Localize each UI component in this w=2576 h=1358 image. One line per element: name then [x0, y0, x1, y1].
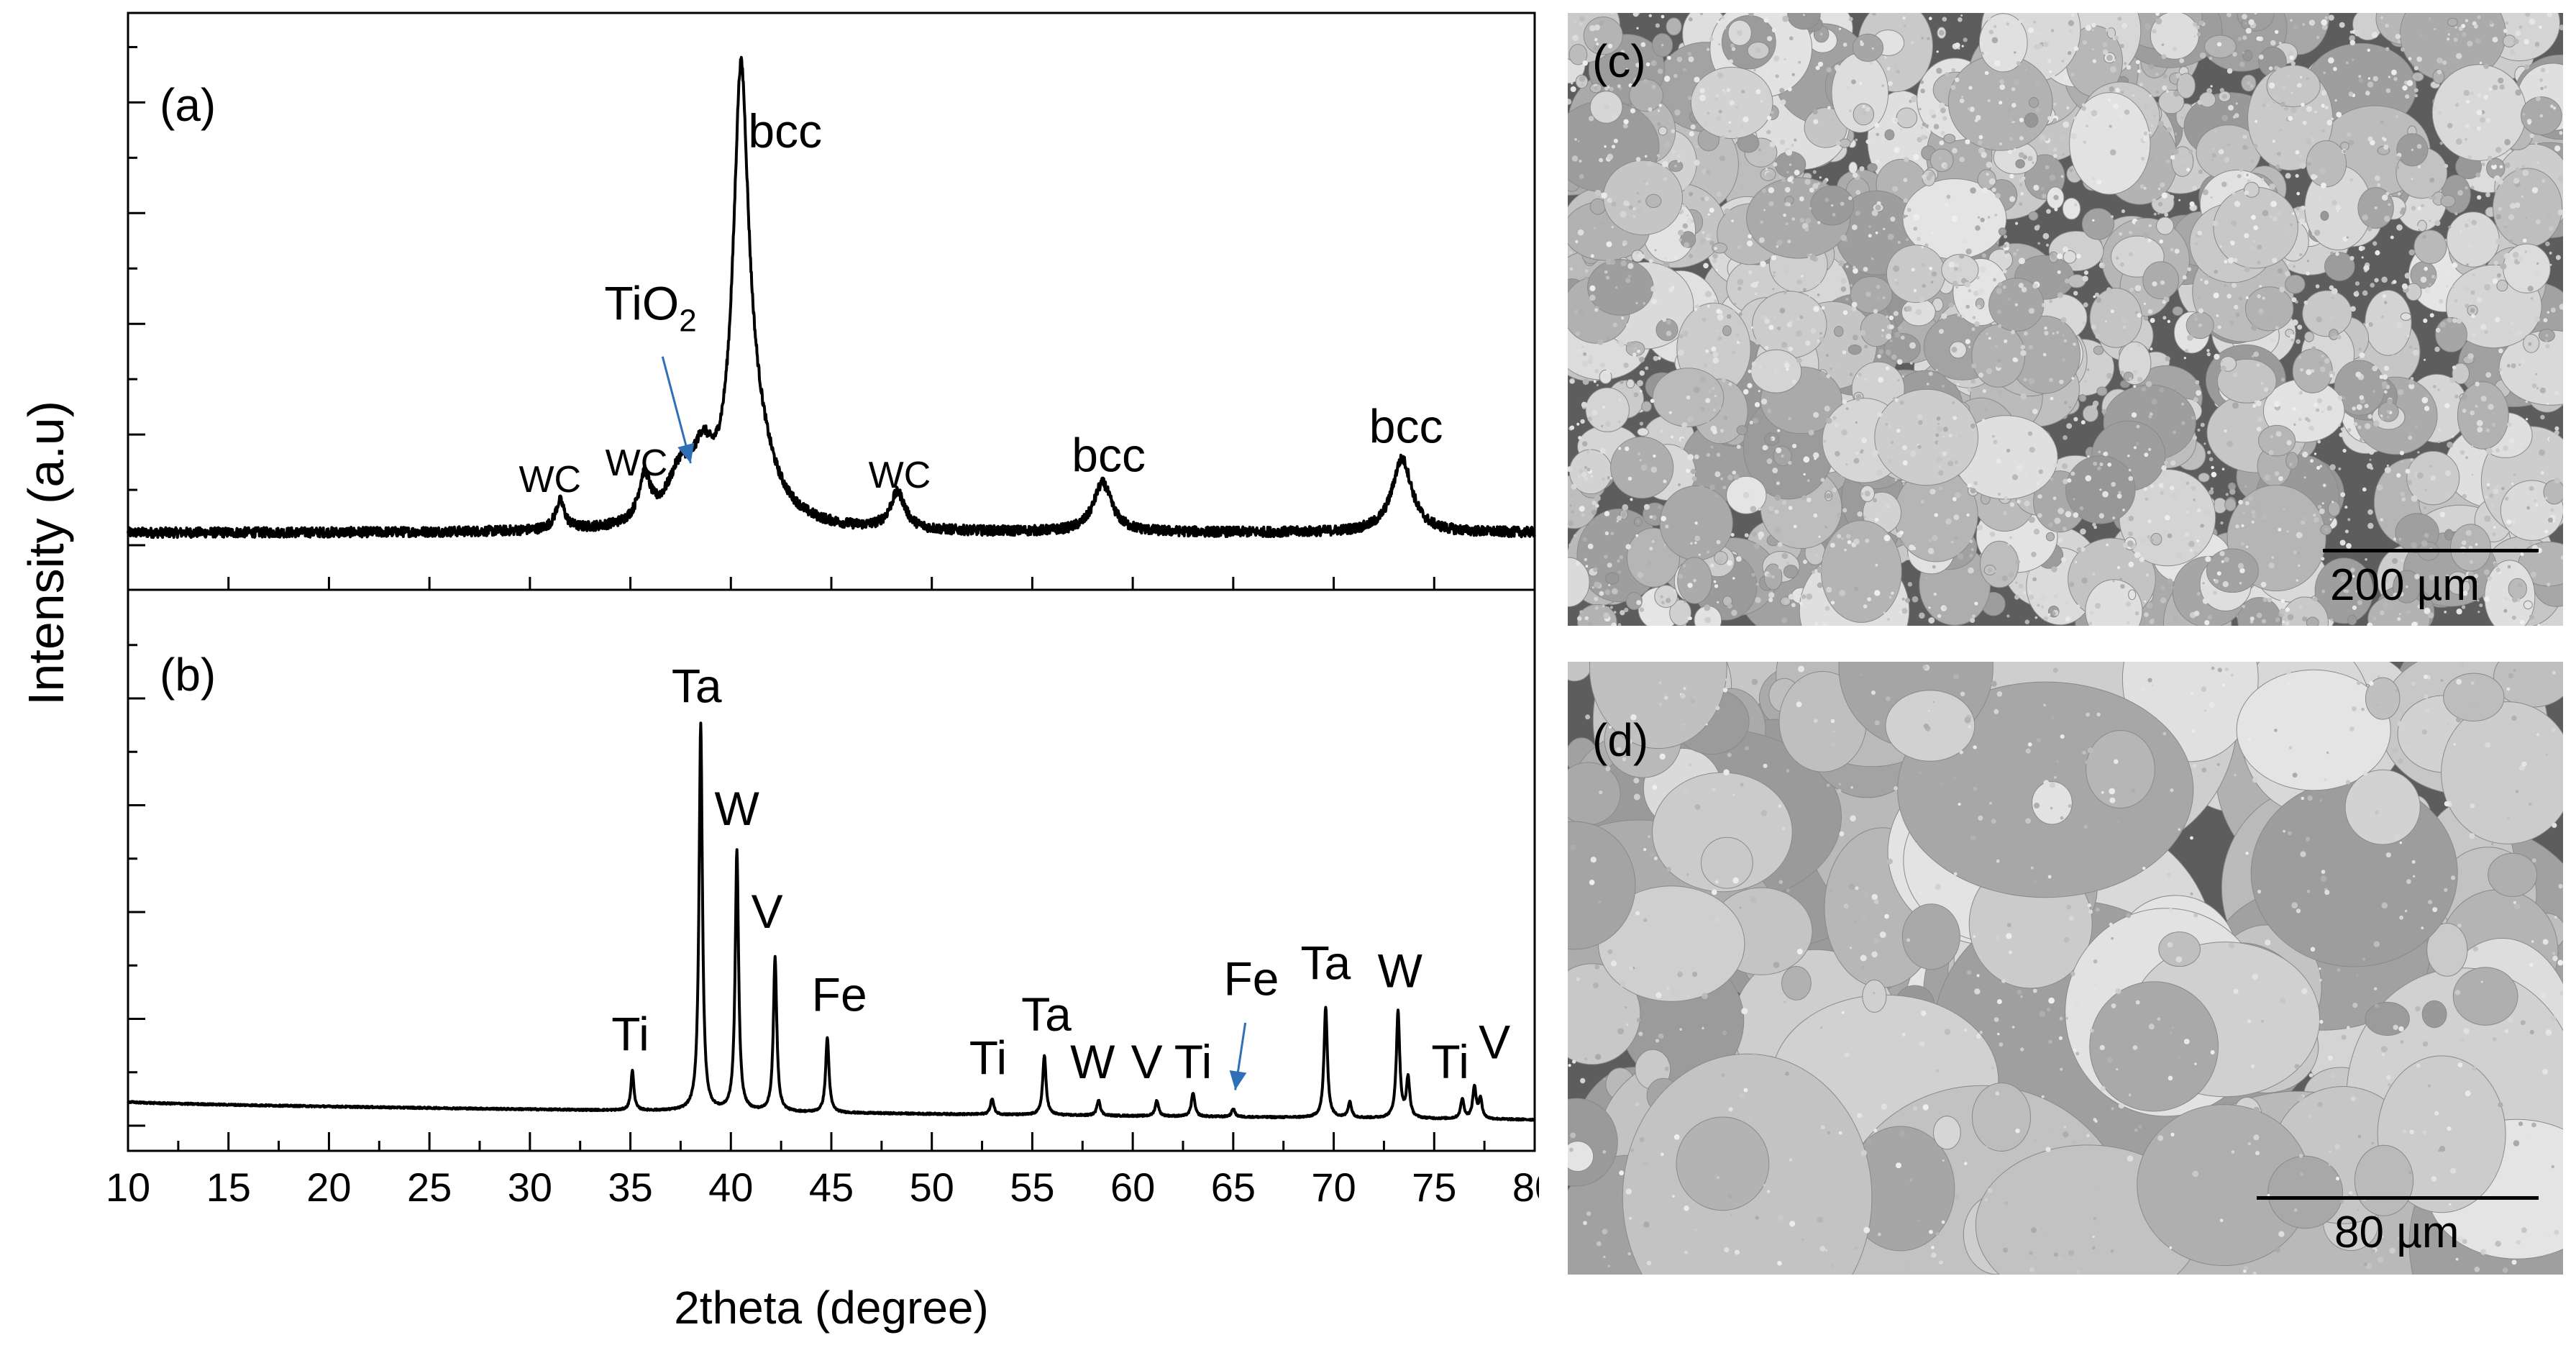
- x-tick-label: 60: [1110, 1165, 1155, 1210]
- x-tick-label: 35: [608, 1165, 652, 1210]
- peak-label: V: [1479, 1016, 1510, 1069]
- peak-label: Ta: [1301, 937, 1351, 990]
- x-axis-label: 2theta (degree): [674, 1282, 989, 1334]
- annotation-arrowhead: [1229, 1070, 1247, 1090]
- peak-label: V: [1131, 1035, 1163, 1088]
- peak-label: WC: [606, 442, 668, 484]
- peak-label: WC: [519, 459, 581, 501]
- panel-label-c: (c): [1592, 35, 1646, 87]
- x-tick-label: 75: [1412, 1165, 1456, 1210]
- peak-label: Fe: [812, 968, 867, 1021]
- scale-bar-c: [2323, 549, 2539, 552]
- x-tick-label: 30: [508, 1165, 552, 1210]
- x-tick-label: 40: [708, 1165, 753, 1210]
- x-tick-label: 55: [1010, 1165, 1054, 1210]
- particle-texture: [1568, 662, 2563, 1275]
- peak-label: W: [1070, 1035, 1115, 1088]
- arrow-annotation-label: TiO2: [604, 277, 696, 339]
- particle-texture: [1568, 13, 2563, 626]
- peak-label: Ti: [1431, 1035, 1469, 1088]
- x-tick-label: 65: [1211, 1165, 1256, 1210]
- scale-label-d: 80 µm: [2334, 1208, 2459, 1257]
- peak-label: Ta: [1021, 988, 1072, 1041]
- x-tick-label: 20: [306, 1165, 351, 1210]
- scale-bar-d: [2257, 1196, 2539, 1200]
- xrd-chart: 10 15 20 25 30 35 40 45 50 55 60 65 70 75 80 2theta (de…: [18, 12, 1539, 1334]
- peak-label: W: [1378, 944, 1423, 998]
- sem-image-c: (c) 200 µm: [1568, 13, 2563, 626]
- x-tick-label: 70: [1311, 1165, 1356, 1210]
- peak-label: W: [715, 782, 760, 835]
- x-tick-label: 15: [206, 1165, 251, 1210]
- peak-label: bcc: [748, 104, 822, 158]
- peak-label: bcc: [1369, 400, 1443, 453]
- x-tick-label: 50: [910, 1165, 954, 1210]
- xrd-pattern-a: [127, 55, 1536, 539]
- x-tick-label: 25: [407, 1165, 452, 1210]
- scale-label-c: 200 µm: [2330, 560, 2480, 610]
- sem-image-d: (d) 80 µm: [1568, 662, 2563, 1275]
- panel-label-d: (d): [1592, 714, 1649, 766]
- peak-label: WC: [869, 455, 931, 496]
- peak-label: V: [752, 885, 783, 938]
- y-axis-label: Intensity (a.u): [18, 401, 74, 706]
- annotation-arrowhead: [677, 442, 695, 463]
- arrow-annotation-label: Fe: [1223, 952, 1279, 1006]
- x-tick-label: 10: [106, 1165, 150, 1210]
- peak-label: Ti: [611, 1008, 649, 1061]
- peak-label: Ti: [1174, 1035, 1212, 1088]
- panel-label-b: (b): [160, 649, 216, 701]
- peak-label: Ti: [969, 1031, 1008, 1085]
- x-tick-label: 45: [809, 1165, 854, 1210]
- x-tick-label: 80: [1512, 1165, 1539, 1210]
- peak-label: bcc: [1072, 428, 1146, 481]
- xrd-pattern-b: [127, 721, 1536, 1122]
- panel-label-a: (a): [160, 79, 216, 131]
- peak-label: Ta: [672, 660, 722, 713]
